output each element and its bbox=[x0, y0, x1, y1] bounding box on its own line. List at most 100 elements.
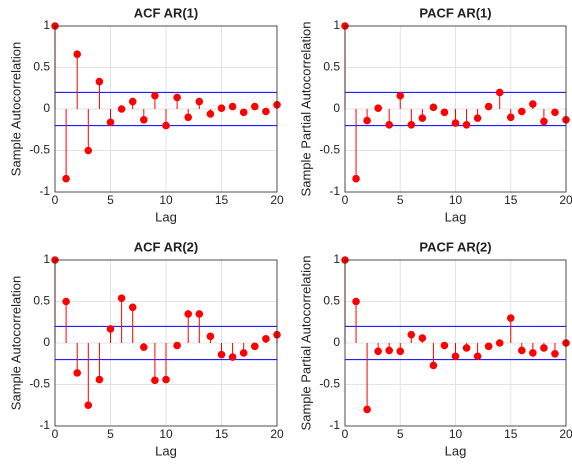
stem-marker bbox=[506, 113, 515, 122]
x-tick-label: 20 bbox=[270, 427, 284, 441]
y-tick-label: 0.5 bbox=[323, 294, 340, 308]
stem-marker bbox=[251, 102, 259, 111]
stem-marker bbox=[473, 114, 482, 122]
x-tick-label: 5 bbox=[107, 193, 114, 207]
x-tick-label: 0 bbox=[52, 427, 59, 441]
stem-marker bbox=[352, 297, 360, 306]
chart-title: PACF AR(2) bbox=[419, 239, 491, 254]
chart-title: ACF AR(1) bbox=[134, 5, 199, 20]
y-tick-label: 0 bbox=[43, 335, 50, 349]
stem-marker bbox=[451, 119, 460, 127]
stem-marker bbox=[374, 347, 382, 356]
x-tick-label: 15 bbox=[504, 193, 518, 207]
stem-marker bbox=[352, 174, 360, 183]
stem-marker bbox=[262, 335, 270, 343]
stem-marker bbox=[62, 297, 70, 306]
x-tick-label: 5 bbox=[397, 193, 404, 207]
stem-marker bbox=[162, 375, 170, 384]
stem-marker bbox=[407, 120, 416, 129]
x-tick-label: 10 bbox=[449, 193, 463, 207]
stem-marker bbox=[551, 349, 559, 358]
axes-box bbox=[344, 25, 567, 193]
stem-marker bbox=[262, 107, 270, 116]
stem-marker bbox=[128, 303, 137, 312]
x-tick-label: 20 bbox=[559, 427, 572, 441]
stem-marker bbox=[540, 344, 548, 352]
y-tick-label: -0.5 bbox=[319, 143, 340, 157]
x-tick-label: 15 bbox=[215, 193, 229, 207]
x-tick-label: 15 bbox=[215, 427, 229, 441]
y-tick-label: 0 bbox=[43, 101, 50, 115]
stem-marker bbox=[62, 174, 70, 183]
stem-marker bbox=[385, 120, 394, 129]
stem-marker bbox=[117, 105, 126, 113]
y-tick-label: -0.5 bbox=[29, 143, 50, 157]
stem-marker bbox=[106, 325, 115, 333]
stem-marker bbox=[217, 350, 226, 359]
y-tick-label: 0.5 bbox=[33, 60, 50, 74]
stem-marker bbox=[73, 369, 81, 377]
stem-marker bbox=[495, 339, 504, 347]
stem-marker bbox=[217, 104, 226, 112]
stem-marker bbox=[363, 405, 371, 414]
x-tick-label: 10 bbox=[159, 193, 173, 207]
y-tick-label: 1 bbox=[43, 252, 50, 266]
stem-marker bbox=[206, 332, 215, 341]
x-tick-label: 20 bbox=[270, 193, 284, 207]
stem-marker bbox=[551, 108, 559, 117]
x-tick-label: 15 bbox=[504, 427, 518, 441]
y-tick-label: 1 bbox=[43, 18, 50, 32]
stem-marker bbox=[385, 346, 394, 355]
stem-marker bbox=[484, 102, 493, 111]
stem-marker bbox=[484, 342, 493, 351]
stem-marker bbox=[429, 103, 438, 112]
y-axis-label: Sample Autocorrelation bbox=[8, 42, 23, 176]
y-tick-label: 1 bbox=[333, 18, 340, 32]
stem-marker bbox=[117, 294, 126, 302]
stem-marker bbox=[84, 146, 93, 155]
x-tick-label: 0 bbox=[342, 427, 349, 441]
stem-marker bbox=[162, 121, 170, 130]
stem-marker bbox=[529, 349, 537, 357]
y-tick-label: -0.5 bbox=[319, 377, 340, 391]
x-axis-label: Lag bbox=[445, 209, 467, 224]
stem-marker bbox=[184, 310, 192, 318]
x-tick-label: 0 bbox=[52, 193, 59, 207]
axes-box bbox=[54, 25, 278, 193]
stem-marker bbox=[529, 100, 537, 108]
stem-marker bbox=[518, 107, 526, 116]
stem-marker bbox=[106, 118, 115, 127]
x-axis-label: Lag bbox=[155, 443, 177, 458]
stem-marker bbox=[239, 349, 248, 357]
stem-marker bbox=[462, 120, 471, 129]
stem-marker bbox=[518, 346, 526, 355]
x-tick-label: 10 bbox=[159, 427, 173, 441]
y-tick-label: -1 bbox=[39, 184, 50, 198]
stem-marker bbox=[407, 330, 416, 339]
stem-marker bbox=[84, 401, 93, 410]
y-tick-label: 0.5 bbox=[33, 294, 50, 308]
stem-marker bbox=[239, 108, 248, 117]
stem-marker bbox=[374, 104, 382, 112]
axes-box bbox=[344, 259, 567, 427]
x-tick-label: 5 bbox=[397, 427, 404, 441]
chart-title: ACF AR(2) bbox=[134, 239, 199, 254]
stem-marker bbox=[228, 102, 237, 111]
stem-marker bbox=[173, 93, 181, 102]
y-tick-label: 0 bbox=[333, 335, 340, 349]
stem-marker bbox=[429, 361, 438, 370]
y-tick-label: 0.5 bbox=[323, 60, 340, 74]
stem-marker bbox=[418, 114, 427, 122]
stem-marker bbox=[506, 314, 515, 322]
x-axis-label: Lag bbox=[155, 209, 177, 224]
y-tick-label: 1 bbox=[333, 252, 340, 266]
axes-box bbox=[54, 259, 278, 427]
stem-marker bbox=[396, 91, 405, 100]
y-tick-label: -0.5 bbox=[29, 377, 50, 391]
stem-marker bbox=[128, 97, 137, 106]
x-axis-label: Lag bbox=[445, 443, 467, 458]
stem-marker bbox=[440, 341, 449, 350]
y-axis-label: Sample Partial Autocorrelation bbox=[298, 256, 313, 431]
stem-marker bbox=[73, 50, 81, 59]
